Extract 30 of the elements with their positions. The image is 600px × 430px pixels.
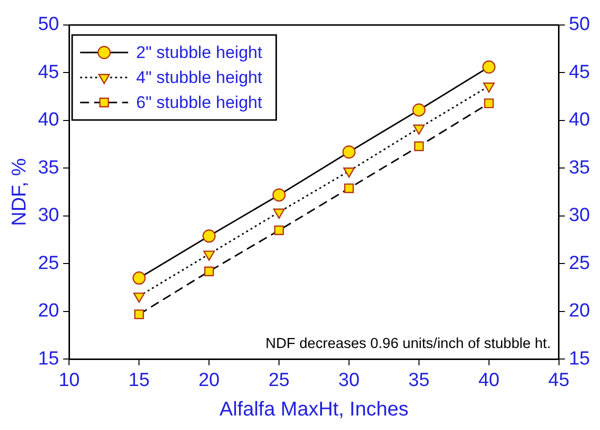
- x-tick-label: 25: [268, 370, 290, 391]
- y-tick-label: 40: [38, 110, 60, 131]
- x-tick-label: 20: [198, 370, 220, 391]
- y-axis-title: NDF, %: [8, 158, 31, 226]
- y2-tick-label: 35: [568, 157, 590, 178]
- y2-tick-label: 15: [568, 348, 590, 370]
- y2-tick-label: 45: [568, 62, 590, 83]
- x-axis-title: Alfalfa MaxHt, Inches: [220, 398, 408, 421]
- x-tick-label: 45: [548, 370, 570, 391]
- y-tick-label: 20: [38, 300, 60, 322]
- legend-label: 2" stubble height: [136, 43, 262, 62]
- y2-tick-label: 20: [568, 300, 590, 322]
- annotation: NDF decreases 0.96 units/inch of stubble ht.: [266, 336, 551, 352]
- y-tick-label: 35: [38, 157, 60, 178]
- y2-tick-label: 25: [568, 252, 590, 274]
- legend-label: 4" stubble height: [136, 68, 262, 88]
- x-tick-label: 10: [58, 370, 80, 391]
- y-tick-label: 45: [38, 62, 60, 83]
- y-tick-label: 30: [38, 205, 60, 226]
- y2-tick-label: 40: [568, 110, 590, 131]
- y2-tick-label: 50: [568, 14, 590, 36]
- x-tick-label: 30: [338, 370, 360, 391]
- legend-label: 6" stubble height: [136, 93, 262, 112]
- x-tick-label: 15: [128, 370, 150, 391]
- y-tick-label: 15: [38, 348, 60, 370]
- y-tick-label: 50: [38, 14, 60, 36]
- x-tick-label: 40: [478, 370, 500, 391]
- y-tick-label: 25: [38, 252, 60, 274]
- y2-tick-label: 30: [568, 205, 590, 226]
- x-tick-label: 35: [408, 370, 430, 391]
